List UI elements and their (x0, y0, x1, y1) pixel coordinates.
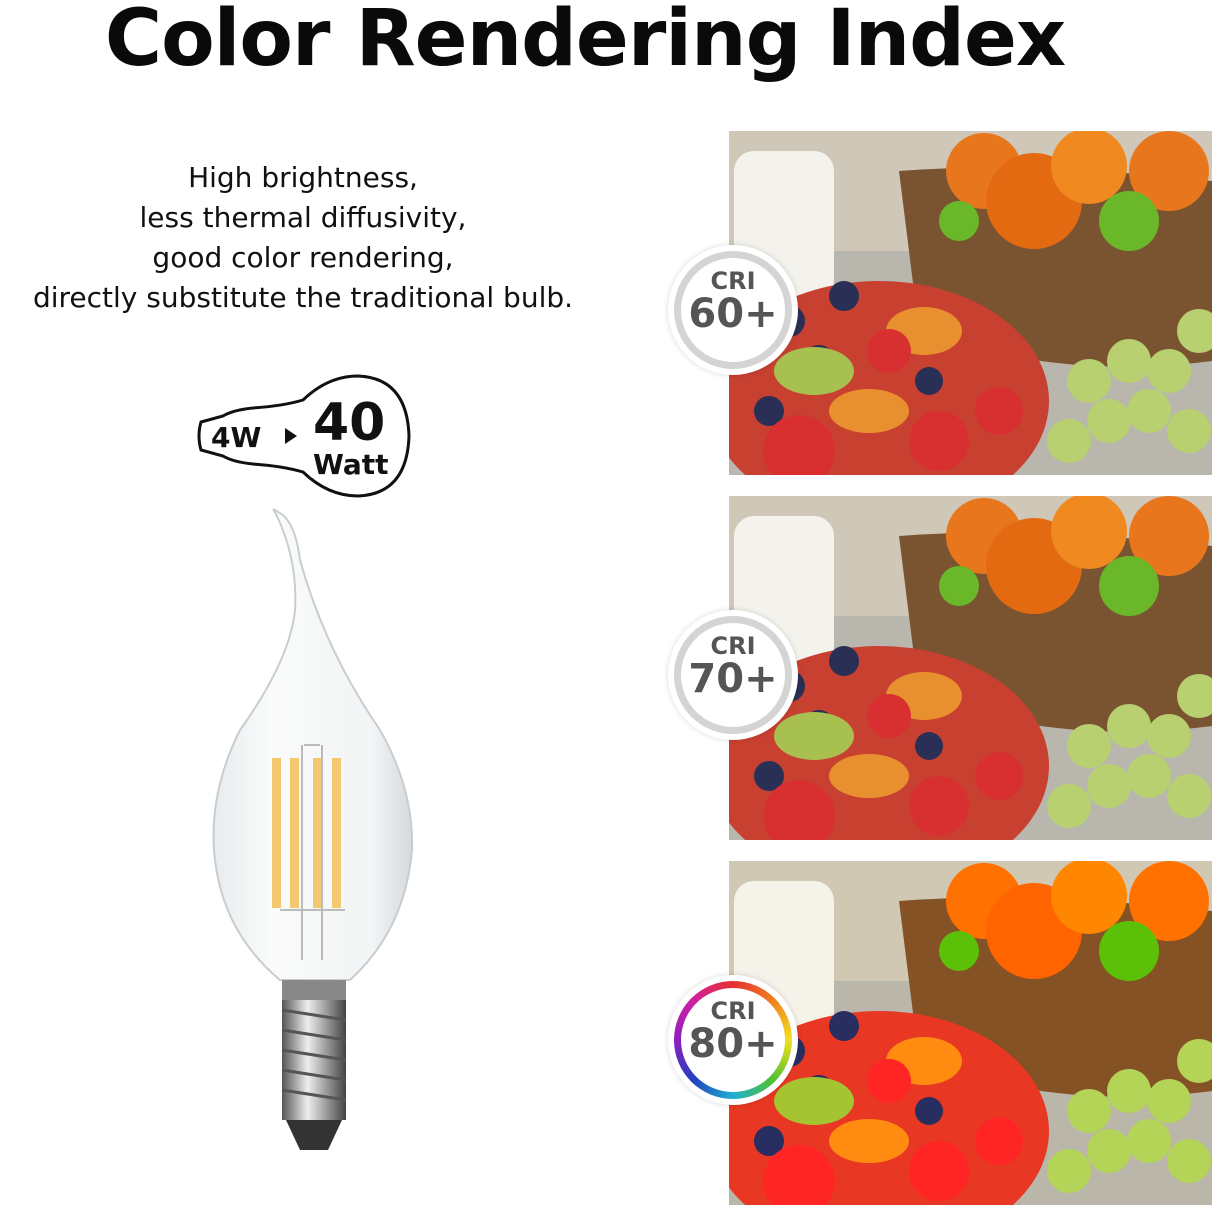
cri-label: CRI (710, 267, 756, 295)
actual-wattage: 4W (211, 421, 261, 454)
description-line: High brightness, (188, 161, 418, 194)
cri-label: CRI (710, 632, 756, 660)
description-line: less thermal diffusivity, (139, 201, 467, 234)
cri-badge-80: CRI 80+ (668, 975, 798, 1105)
equivalent-wattage: 40 (313, 393, 385, 453)
cri-badge-60: CRI 60+ (668, 245, 798, 375)
wattage-bulb-icon: 4W 40 Watt (197, 374, 411, 498)
description-line: directly substitute the traditional bulb… (32, 281, 574, 314)
fruit-photo-cri-60 (729, 131, 1212, 475)
fruit-photo-cri-70 (729, 496, 1212, 840)
cri-value: 60+ (688, 291, 778, 337)
candle-bulb-image (212, 508, 414, 1150)
fruit-photo-cri-80 (729, 861, 1212, 1205)
description: High brightness, less thermal diffusivit… (0, 158, 606, 318)
page-title: Color Rendering Index (104, 0, 1066, 84)
description-line: good color rendering, (152, 241, 454, 274)
cri-value: 80+ (688, 1021, 778, 1067)
arrow-icon (285, 428, 297, 444)
wattage-unit: Watt (313, 448, 389, 481)
cri-label: CRI (710, 997, 756, 1025)
cri-value: 70+ (688, 656, 778, 702)
cri-badge-70: CRI 70+ (668, 610, 798, 740)
